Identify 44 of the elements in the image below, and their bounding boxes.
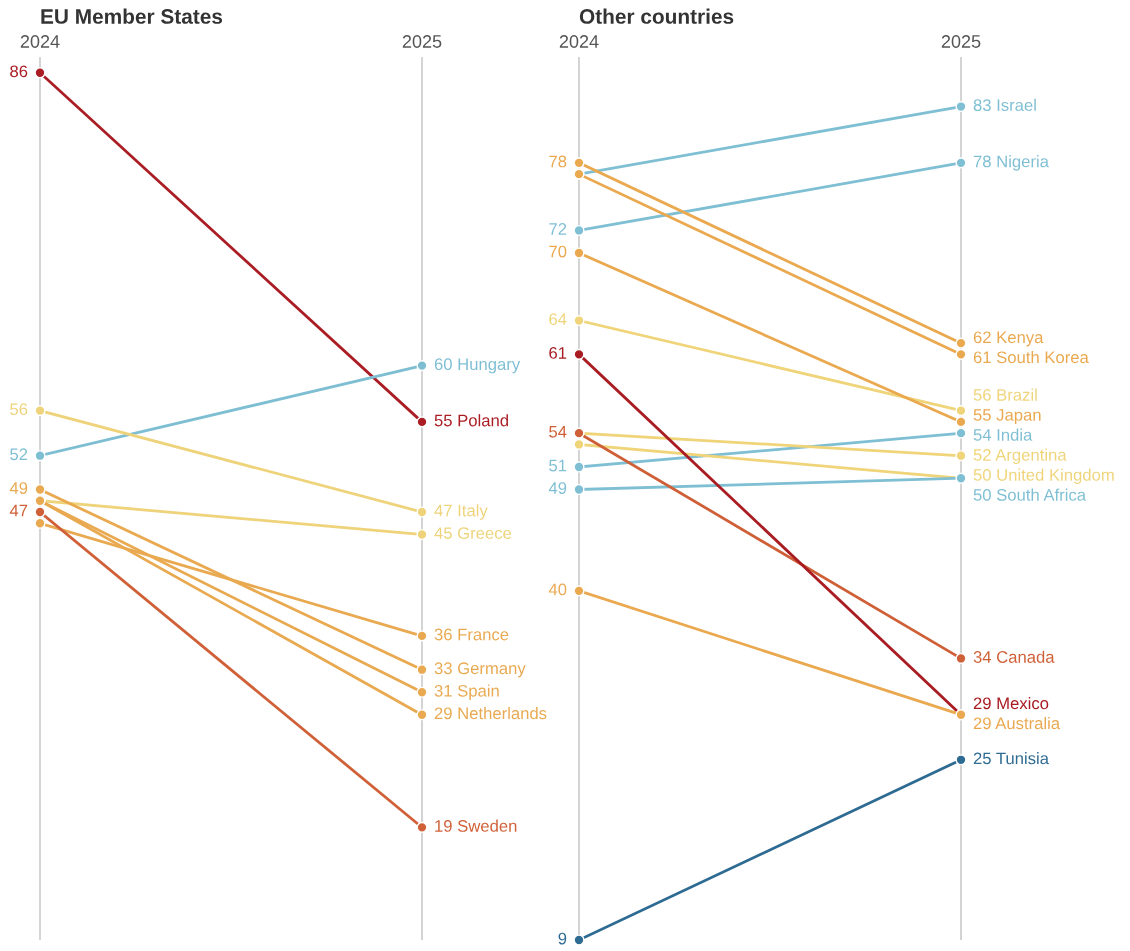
text: 29 Netherlands (434, 706, 547, 720)
text: 60 Hungary (434, 358, 521, 374)
data-label: 61 (549, 347, 567, 359)
text: 61 South Korea (973, 350, 1089, 364)
text: 31 Spain (434, 684, 499, 700)
data-label: 72 (549, 223, 567, 235)
data-label: 52 (10, 448, 28, 461)
chart-title: EU Member States (41, 8, 223, 24)
data-label: 86 (10, 65, 28, 78)
text: 19 Sweden (435, 819, 517, 832)
text: 56 Brazil (973, 388, 1037, 401)
text: 47 Italy (434, 504, 488, 520)
text: 54 India (973, 428, 1033, 441)
text: 52 Argentina (973, 448, 1067, 465)
x-tick-label: 2024 (20, 35, 60, 48)
x-tick-label: 2024 (559, 35, 599, 48)
text: 45 Greece (434, 527, 512, 540)
text: 50 South Africa (973, 488, 1087, 501)
x-tick-label: 2025 (941, 35, 981, 48)
text: 50 United Kingdom (973, 468, 1114, 485)
data-label: 54 (549, 426, 567, 438)
text: 29 Mexico (973, 696, 1049, 710)
text: 25 Tunisia (973, 752, 1049, 765)
data-label: 47 (9, 504, 28, 517)
text: 29 Australia (973, 716, 1061, 730)
text: 36 France (434, 628, 509, 641)
x-tick-label: 2025 (402, 35, 442, 48)
data-label: 40 (548, 583, 567, 596)
text: 55 Poland (434, 414, 508, 427)
data-label: 49 (9, 482, 28, 494)
data-label: 9 (558, 932, 567, 945)
chart-title: Other countries (579, 8, 734, 24)
text: 33 Germany (434, 662, 526, 678)
data-label: 49 (548, 482, 567, 494)
text: 55 Japan (973, 409, 1041, 425)
text: 83 Israel (973, 98, 1036, 112)
data-label: 64 (549, 313, 567, 326)
data-label: 78 (549, 155, 567, 168)
text: 34 Canada (973, 650, 1055, 663)
text: 78 Nigeria (973, 155, 1049, 171)
data-label: 51 (549, 459, 567, 472)
text: 62 Kenya (973, 331, 1044, 347)
data-label: 56 (10, 403, 28, 416)
data-label: 70 (549, 245, 567, 258)
